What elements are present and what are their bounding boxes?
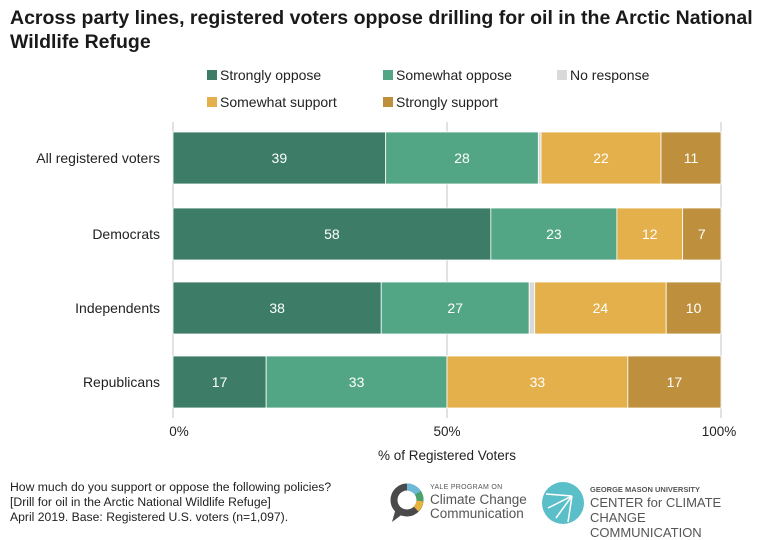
legend-swatch (557, 70, 567, 80)
x-tick-label: 0% (169, 424, 189, 439)
data-label: 33 (530, 374, 546, 390)
data-label: 33 (349, 374, 365, 390)
data-label: 27 (447, 300, 463, 316)
bar-segment (627, 355, 722, 409)
category-label: All registered voters (36, 150, 160, 166)
bar-segment (172, 281, 382, 335)
bar-segment (616, 207, 684, 261)
bar-segment (172, 207, 492, 261)
legend-swatch (383, 70, 393, 80)
bar-segment (660, 131, 722, 185)
bar-segment (540, 131, 662, 185)
bar-segment (534, 281, 667, 335)
yale-ring-icon (390, 483, 424, 522)
gmu-shell-icon (542, 482, 584, 524)
data-label: 17 (667, 374, 683, 390)
category-label: Republicans (83, 374, 160, 390)
x-axis-label: % of Registered Voters (378, 448, 516, 463)
yale-small: YALE PROGRAM ON (430, 484, 503, 491)
footer-item: [Drill for oil in the Arctic National Wi… (10, 495, 271, 509)
chart-title: Across party lines, registered voters op… (10, 7, 753, 53)
data-label: 28 (454, 150, 470, 166)
bar-segment (265, 355, 448, 409)
yale-line2: Communication (430, 506, 524, 521)
legend-label: Strongly support (396, 94, 498, 110)
yale-line1: Climate Change (430, 492, 527, 507)
data-label: 10 (686, 300, 702, 316)
data-label: 22 (593, 150, 609, 166)
bar-segment (446, 355, 629, 409)
legend-label: Somewhat support (220, 94, 337, 110)
legend-swatch (207, 70, 217, 80)
legend-label: Strongly oppose (220, 67, 321, 83)
stacked-bar-chart: 0% 50% 100% % of Registered Voters Strongly … (36, 67, 737, 463)
gmu-small: GEORGE MASON UNIVERSITY (590, 485, 701, 494)
gmu-logo: GEORGE MASON UNIVERSITY CENTER for CLIMA… (540, 480, 765, 540)
legend-label: Somewhat oppose (396, 67, 512, 83)
bar-segment (490, 207, 618, 261)
legend-swatch (207, 97, 217, 107)
x-tick-label: 100% (702, 424, 737, 439)
legend-swatch (383, 97, 393, 107)
data-label: 23 (546, 226, 562, 242)
bar-segment (665, 281, 722, 335)
data-label: 58 (324, 226, 340, 242)
data-label: 12 (642, 226, 658, 242)
bar-segment (380, 281, 530, 335)
footer-note: How much do you support or oppose the fo… (10, 480, 331, 525)
data-label: 39 (272, 150, 288, 166)
data-label: 24 (593, 300, 609, 316)
category-label: Independents (75, 300, 160, 316)
category-label: Democrats (92, 226, 160, 242)
data-label: 11 (684, 150, 699, 166)
footer-question: How much do you support or oppose the fo… (10, 480, 332, 494)
data-label: 17 (212, 374, 228, 390)
gmu-line2: COMMUNICATION (590, 525, 702, 540)
bar-segment (172, 355, 267, 409)
gmu-name: CENTER for CLIMATE CHANGE COMMUNICATION (590, 495, 765, 540)
gmu-line1: CENTER for CLIMATE CHANGE (590, 495, 722, 525)
data-label: 38 (269, 300, 285, 316)
legend-label: No response (570, 67, 650, 83)
data-label: 7 (698, 226, 706, 242)
x-tick-label: 50% (433, 424, 460, 439)
bar-segment (537, 131, 542, 185)
bar-segment (385, 131, 539, 185)
bar-segment (172, 131, 387, 185)
footer-base: April 2019. Base: Registered U.S. voters… (10, 510, 289, 524)
yale-logo: YALE PROGRAM ON Climate Change Communicat… (388, 480, 538, 530)
bar-segment (682, 207, 722, 261)
yale-name: Climate Change Communication (430, 493, 527, 521)
bar-segment (528, 281, 536, 335)
